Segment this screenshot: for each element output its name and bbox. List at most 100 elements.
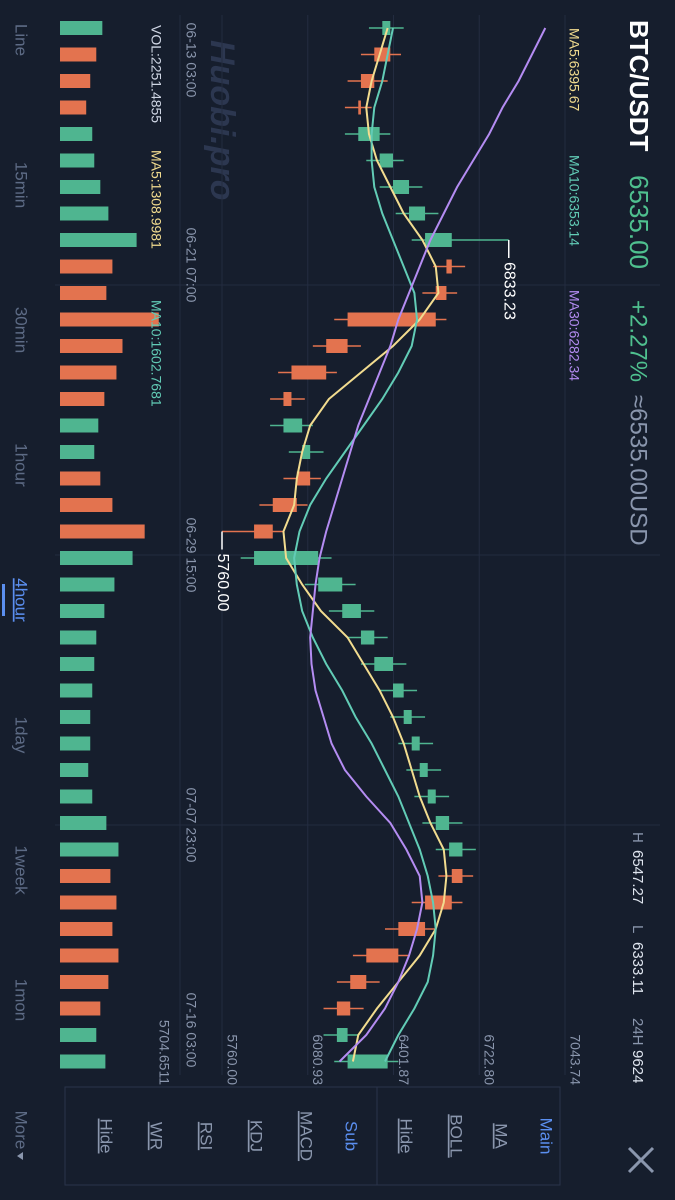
volume-bar: [59, 816, 107, 830]
time-tab[interactable]: 4hour: [12, 578, 31, 622]
stat: 9624: [629, 1050, 646, 1083]
indicator-option[interactable]: MA: [492, 1123, 511, 1149]
volume-bar: [60, 180, 101, 194]
indicator-option[interactable]: WR: [147, 1122, 166, 1150]
candle-body: [283, 392, 292, 406]
stat: L: [629, 925, 646, 933]
volume-legend: VOL:2251.4855: [148, 25, 164, 123]
candle-body: [398, 922, 426, 936]
volume-bar: [60, 1054, 106, 1069]
time-tab[interactable]: 15min: [12, 162, 31, 208]
volume-bar: [60, 1028, 97, 1042]
candle-body: [347, 312, 436, 327]
volume-bar: [60, 392, 105, 406]
indicator-option[interactable]: KDJ: [247, 1120, 266, 1152]
volume-bar: [60, 604, 105, 618]
indicator-panel: [64, 1086, 561, 1186]
volume-bar: [60, 683, 93, 698]
ma-line: [282, 27, 448, 1062]
volume-legend: MA5:1308.9981: [148, 150, 164, 249]
volume-bar: [59, 153, 95, 168]
volume-bar: [60, 312, 159, 327]
time-tab[interactable]: 1mon: [12, 979, 31, 1022]
candle-body: [366, 948, 399, 963]
ma-legend: MA10:6353.14: [566, 155, 582, 246]
time-tab[interactable]: 1hour: [12, 443, 31, 487]
candle-body: [360, 630, 375, 645]
candle-body: [318, 577, 343, 592]
close-button[interactable]: [627, 1146, 655, 1174]
candle-body: [411, 736, 420, 751]
more-arrow: [17, 1152, 23, 1160]
time-tab[interactable]: 30min: [12, 307, 31, 353]
indicator-option[interactable]: RSI: [197, 1122, 216, 1150]
volume-bar: [60, 471, 101, 486]
time-tab[interactable]: More: [12, 1111, 31, 1150]
indicator-option[interactable]: Hide: [397, 1119, 416, 1154]
candle-body: [336, 1028, 348, 1042]
x-tick-label: 06-29 15:00: [183, 518, 199, 593]
indicator-option[interactable]: Hide: [97, 1119, 116, 1154]
ma-legend: MA5:6395.67: [566, 28, 582, 111]
candle-body: [403, 710, 412, 724]
volume-max-label: 5704.6511: [156, 1020, 172, 1085]
volume-bar: [59, 657, 95, 671]
candle-body: [409, 206, 426, 221]
volume-legend: MA10:1602.7681: [148, 300, 164, 407]
candle-body: [393, 180, 410, 194]
x-tick-label: 06-21 07:00: [183, 228, 199, 303]
volume-bar: [59, 524, 145, 539]
time-tab[interactable]: 1week: [12, 845, 31, 895]
volume-bar: [59, 577, 115, 592]
volume-bar: [59, 869, 111, 883]
x-tick-label: 07-07 23:00: [183, 788, 199, 863]
candle-body: [272, 498, 297, 512]
ma-legend: MA30:6282.34: [566, 290, 582, 381]
volume-bar: [59, 842, 119, 857]
candle-body: [336, 1001, 351, 1016]
y-tick-label: 6401.87: [396, 1034, 412, 1085]
fiat-price: ≈6535.00USD: [625, 395, 652, 546]
candle-body: [379, 153, 394, 168]
volume-bar: [59, 948, 119, 963]
time-tab[interactable]: 1day: [12, 717, 31, 754]
price: 6535.00: [624, 175, 654, 269]
volume-bar: [59, 445, 95, 459]
candle-body: [449, 842, 463, 857]
y-tick-label: 7043.74: [567, 1034, 583, 1085]
pair: BTC/USDT: [624, 20, 654, 152]
volume-bar: [60, 127, 93, 141]
change: +2.27%: [625, 300, 652, 382]
indicator-option[interactable]: BOLL: [447, 1114, 466, 1157]
volume-bar: [60, 47, 97, 62]
volume-bar: [59, 339, 123, 353]
candle-body: [427, 789, 436, 804]
volume-bar: [60, 551, 133, 565]
y-tick-label: 5760.00: [224, 1034, 240, 1085]
candle-body: [326, 339, 348, 353]
x-tick-label: 07-16 03:00: [183, 993, 199, 1068]
time-tab[interactable]: Line: [12, 24, 31, 56]
candle-body: [451, 869, 463, 883]
candle-body: [425, 895, 452, 910]
ma-line: [293, 27, 437, 1062]
candle-body: [254, 524, 273, 539]
indicator-option[interactable]: MACD: [297, 1111, 316, 1161]
candle-body: [291, 365, 327, 380]
panel-heading: Main: [537, 1118, 556, 1155]
volume-bar: [60, 498, 113, 512]
candle-body: [382, 21, 391, 35]
y-tick-label: 6080.93: [310, 1034, 326, 1085]
candle-body: [350, 975, 367, 989]
candle-body: [435, 816, 450, 830]
volume-bar: [59, 286, 107, 300]
candle-body: [446, 259, 452, 274]
volume-bar: [59, 74, 91, 88]
volume-bar: [60, 259, 113, 274]
annotation: 5760.00: [214, 554, 231, 612]
volume-bar: [60, 365, 117, 380]
stat: 6333.11: [629, 942, 646, 995]
